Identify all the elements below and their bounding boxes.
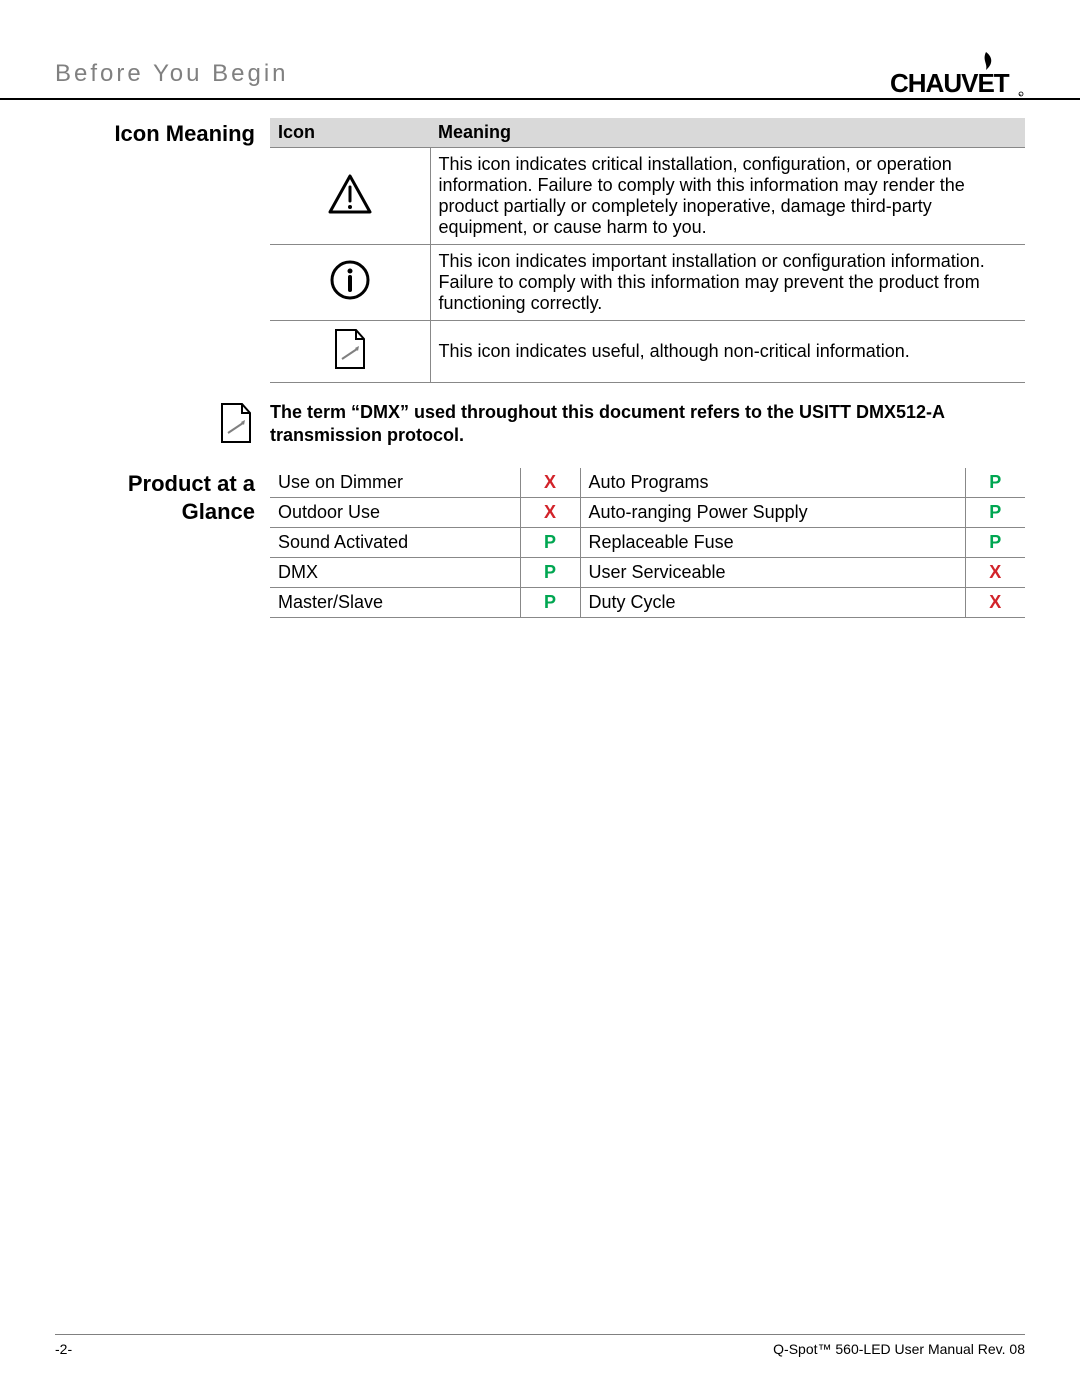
- glance-feature-label: User Serviceable: [580, 558, 965, 588]
- table-row: This icon indicates important installati…: [270, 245, 1025, 321]
- section-title-product-glance: Product at a Glance: [55, 468, 270, 525]
- table-row: This icon indicates useful, although non…: [270, 321, 1025, 383]
- section-title-icon-meaning: Icon Meaning: [55, 118, 270, 148]
- mark-p-icon: P: [965, 498, 1025, 528]
- table-row: Master/SlavePDuty CycleX: [270, 588, 1025, 618]
- icon-meaning-section: Icon Meaning Icon Meaning: [55, 118, 1025, 383]
- svg-text:CHAUVET: CHAUVET: [890, 68, 1010, 98]
- mark-x-icon: X: [520, 498, 580, 528]
- mark-p-icon: P: [520, 528, 580, 558]
- header-title: Before You Begin: [55, 60, 1025, 88]
- icon-meaning-table: Icon Meaning This icon indica: [270, 118, 1025, 383]
- mark-p-icon: P: [965, 468, 1025, 498]
- icon-meaning-cell: This icon indicates critical installatio…: [430, 148, 1025, 245]
- glance-feature-label: Use on Dimmer: [270, 468, 520, 498]
- glance-feature-label: Replaceable Fuse: [580, 528, 965, 558]
- glance-feature-label: Duty Cycle: [580, 588, 965, 618]
- glance-feature-label: Outdoor Use: [270, 498, 520, 528]
- mark-x-icon: X: [965, 588, 1025, 618]
- page-footer: -2- Q-Spot™ 560-LED User Manual Rev. 08: [55, 1334, 1025, 1357]
- mark-x-icon: X: [965, 558, 1025, 588]
- icon-meaning-cell: This icon indicates useful, although non…: [430, 321, 1025, 383]
- section-title-line1: Product at a: [128, 471, 255, 496]
- table-row: Outdoor UseXAuto-ranging Power SupplyP: [270, 498, 1025, 528]
- footer-page-number: -2-: [55, 1341, 72, 1357]
- chauvet-logo: CHAUVET R: [890, 50, 1025, 105]
- info-circle-icon: [270, 245, 430, 321]
- table-row: This icon indicates critical installatio…: [270, 148, 1025, 245]
- glance-feature-label: Master/Slave: [270, 588, 520, 618]
- product-glance-section: Product at a Glance Use on DimmerXAuto P…: [55, 468, 1025, 618]
- footer-doc-name: Q-Spot™ 560-LED User Manual Rev. 08: [773, 1341, 1025, 1357]
- table-row: Sound ActivatedPReplaceable FuseP: [270, 528, 1025, 558]
- mark-p-icon: P: [965, 528, 1025, 558]
- page-content: Icon Meaning Icon Meaning: [0, 100, 1080, 618]
- glance-feature-label: Sound Activated: [270, 528, 520, 558]
- note-page-icon: [270, 321, 430, 383]
- warning-triangle-icon: [270, 148, 430, 245]
- dmx-note-text: The term “DMX” used throughout this docu…: [270, 401, 1025, 448]
- glance-feature-label: DMX: [270, 558, 520, 588]
- dmx-note-row: The term “DMX” used throughout this docu…: [55, 401, 1025, 450]
- product-glance-table: Use on DimmerXAuto ProgramsPOutdoor UseX…: [270, 468, 1025, 618]
- mark-p-icon: P: [520, 558, 580, 588]
- section-title-line2: Glance: [182, 499, 255, 524]
- table-row: Use on DimmerXAuto ProgramsP: [270, 468, 1025, 498]
- glance-feature-label: Auto-ranging Power Supply: [580, 498, 965, 528]
- icon-meaning-header-meaning: Meaning: [430, 118, 1025, 148]
- icon-meaning-cell: This icon indicates important installati…: [430, 245, 1025, 321]
- glance-feature-label: Auto Programs: [580, 468, 965, 498]
- page-header: Before You Begin CHAUVET R: [0, 0, 1080, 100]
- icon-meaning-header-icon: Icon: [270, 118, 430, 148]
- mark-p-icon: P: [520, 588, 580, 618]
- table-row: DMXPUser ServiceableX: [270, 558, 1025, 588]
- note-page-icon: [55, 401, 270, 450]
- svg-text:R: R: [1019, 93, 1022, 97]
- mark-x-icon: X: [520, 468, 580, 498]
